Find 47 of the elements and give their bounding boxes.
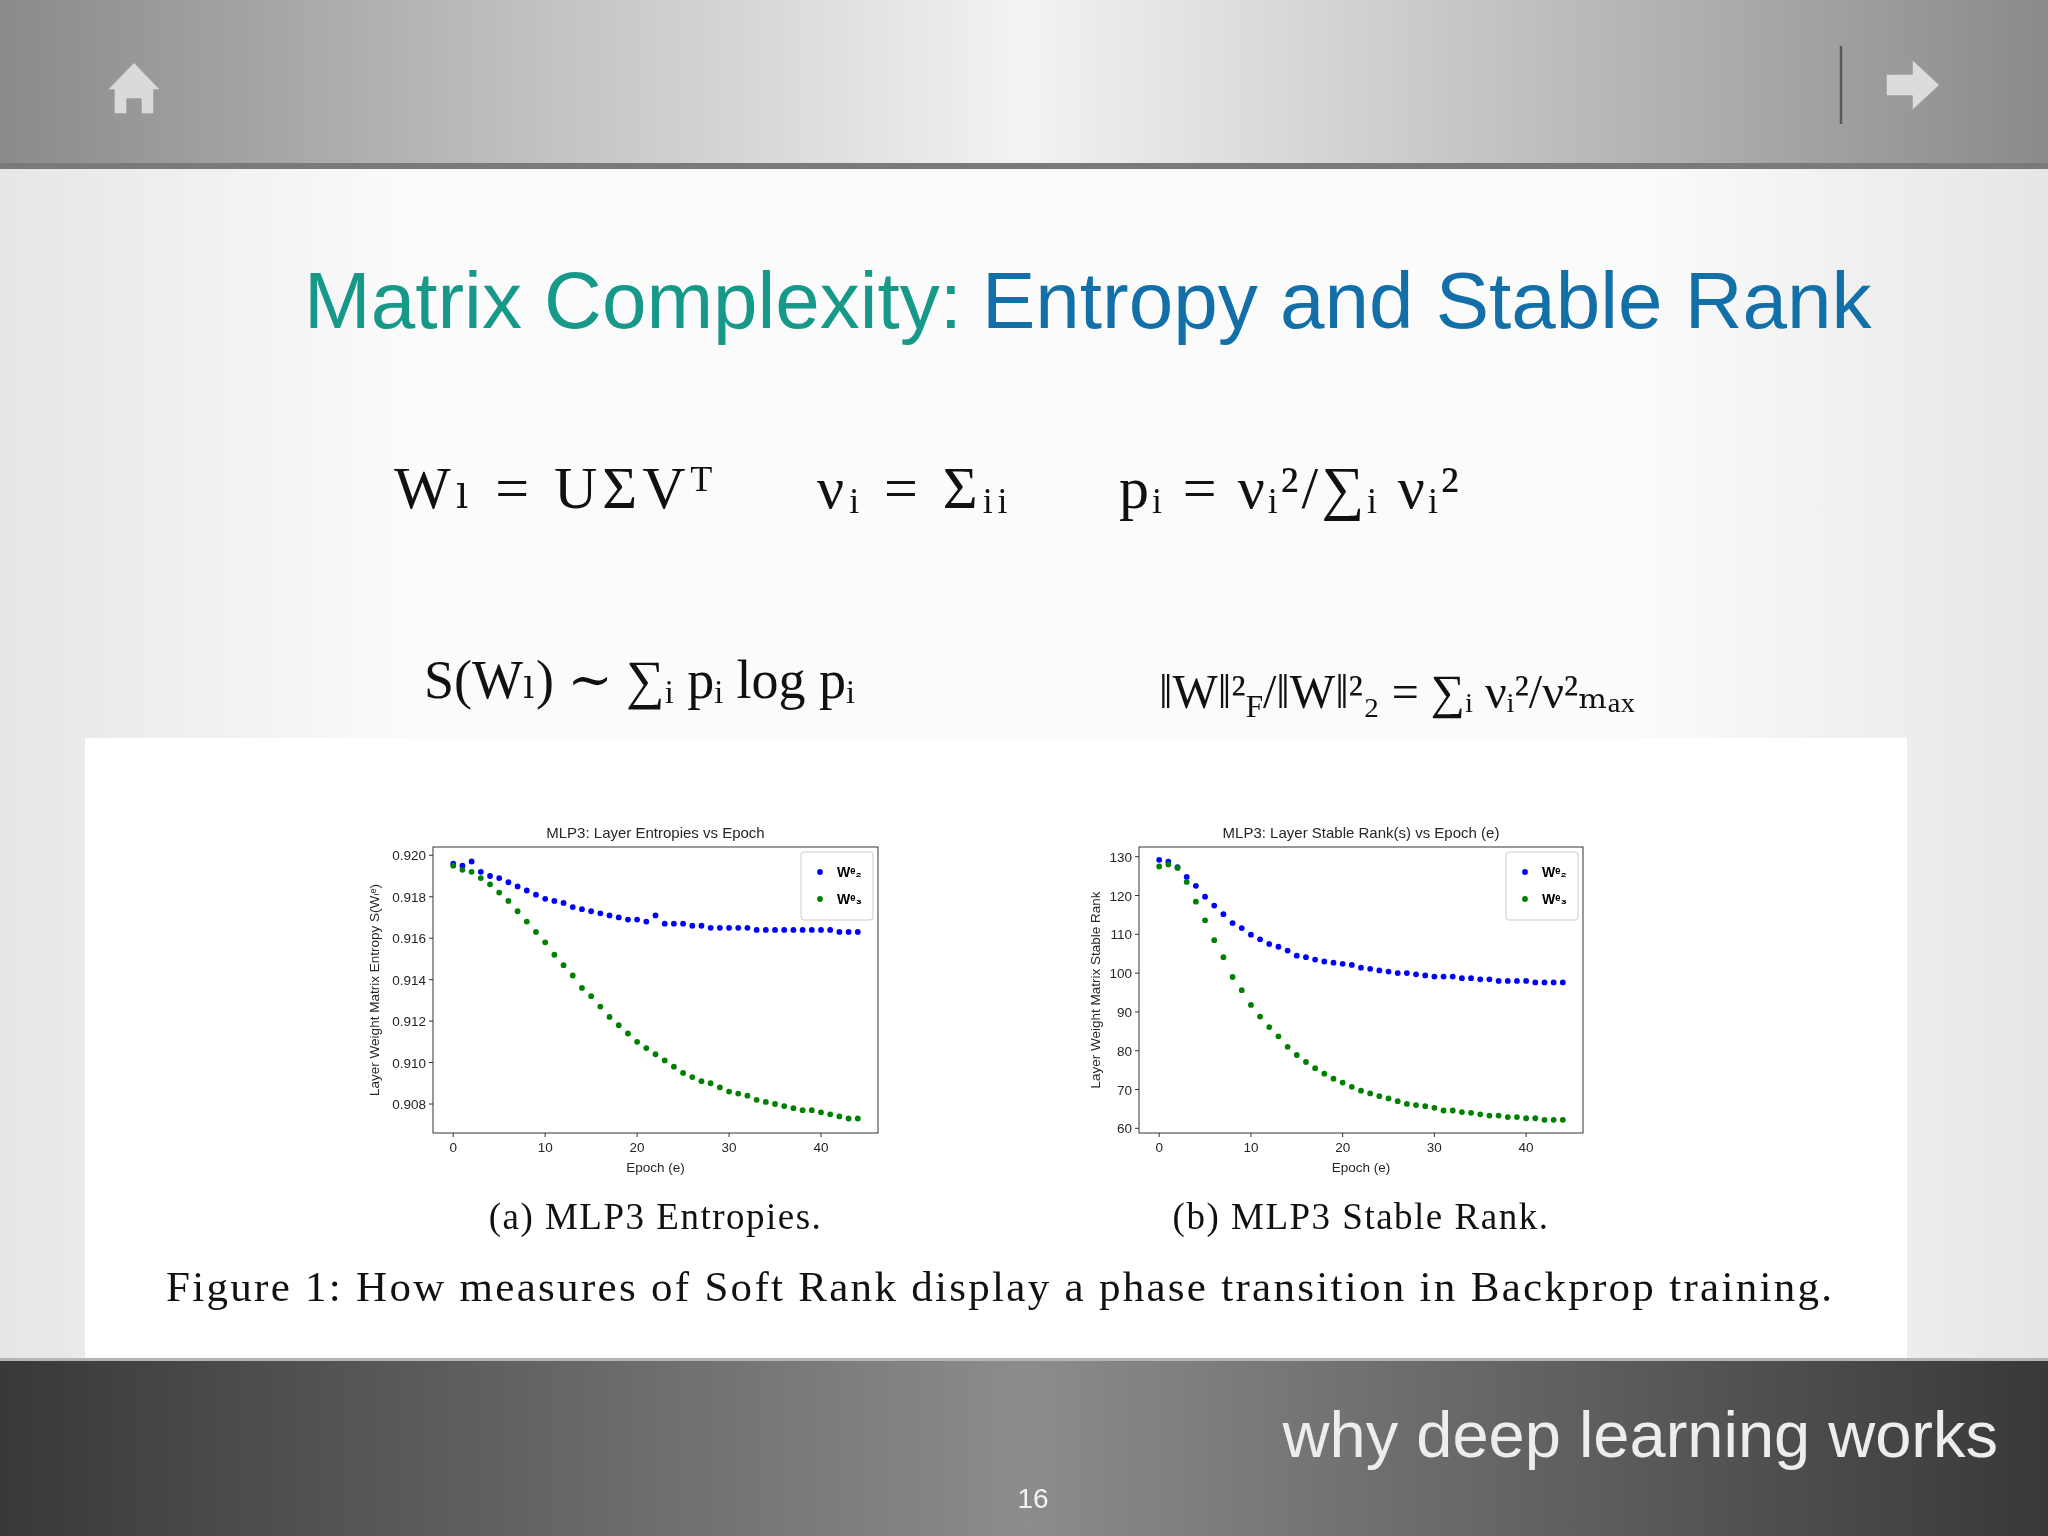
chart-title: MLP3: Layer Entropies vs Epoch <box>546 824 765 841</box>
text: 16 <box>1017 1483 1049 1514</box>
text: S(Wₗ) ∼ ∑ᵢ pᵢ log pᵢ <box>424 650 855 710</box>
caption: Figure 1: How measures of Soft Rank display a phase transition in Backprop training. <box>166 1263 1832 1310</box>
y-axis-title: Layer Weight Matrix Stable Rank <box>1088 891 1104 1089</box>
legend-label: Wᵉ₂ <box>1542 864 1567 880</box>
y-tick-label: 0.912 <box>392 1014 426 1030</box>
x-tick-label: 40 <box>813 1140 829 1155</box>
y-tick-label: 130 <box>1109 849 1132 865</box>
x-axis-title: Epoch (e) <box>626 1160 685 1175</box>
x-axis-title: Epoch (e) <box>1331 1160 1391 1175</box>
x-tick-label: 20 <box>629 1140 645 1155</box>
text: pᵢ = νᵢ²/∑ᵢ νᵢ² <box>1119 455 1462 521</box>
text: (a) MLP3 Entropies. <box>488 1196 823 1238</box>
text: νᵢ = Σᵢᵢ <box>817 455 1013 521</box>
y-tick-label: 0.914 <box>392 972 427 988</box>
y-tick-label: 80 <box>1116 1043 1132 1059</box>
text: why deep learning works <box>1281 1398 1998 1471</box>
y-tick-label: 100 <box>1109 966 1132 982</box>
text: Entropy and Stable Rank <box>982 256 1873 345</box>
y-tick-label: 110 <box>1110 927 1132 943</box>
text: Matrix Complexity: <box>304 256 962 345</box>
y-tick-label: 90 <box>1116 1004 1132 1020</box>
y-tick-label: 0.916 <box>392 931 426 947</box>
y-tick-label: 120 <box>1109 888 1132 904</box>
x-tick-label: 40 <box>1518 1140 1534 1155</box>
y-axis-title: Layer Weight Matrix Entropy S(Wₗᵉ) <box>367 884 383 1096</box>
y-tick-label: 70 <box>1116 1082 1132 1098</box>
y-tick-label: 60 <box>1116 1121 1132 1137</box>
y-tick-label: 0.920 <box>392 848 426 864</box>
legend-label: Wᵉ₂ <box>837 864 862 880</box>
x-tick-label: 10 <box>537 1140 553 1155</box>
text: Wₗ = UΣVᵀ <box>394 455 718 521</box>
x-tick-label: 0 <box>449 1140 457 1155</box>
x-tick-label: 0 <box>1155 1140 1163 1155</box>
x-tick-label: 10 <box>1243 1140 1259 1155</box>
x-tick-label: 30 <box>721 1140 737 1155</box>
chart-title: MLP3: Layer Stable Rank(s) vs Epoch (e) <box>1222 824 1500 841</box>
text: ‖W‖²$_{F}$/‖W‖²₂ = ∑ᵢ νᵢ²/ν²ₘₐₓ <box>1159 665 1635 725</box>
text: (b) MLP3 Stable Rank. <box>1172 1196 1550 1238</box>
y-tick-label: 0.918 <box>392 889 426 905</box>
y-tick-label: 0.910 <box>392 1055 426 1071</box>
x-tick-label: 30 <box>1426 1140 1442 1155</box>
y-tick-label: 0.908 <box>392 1096 426 1112</box>
legend-label: Wᵉ₃ <box>1542 891 1567 907</box>
legend-label: Wᵉ₃ <box>837 891 862 907</box>
x-tick-label: 20 <box>1335 1140 1351 1155</box>
